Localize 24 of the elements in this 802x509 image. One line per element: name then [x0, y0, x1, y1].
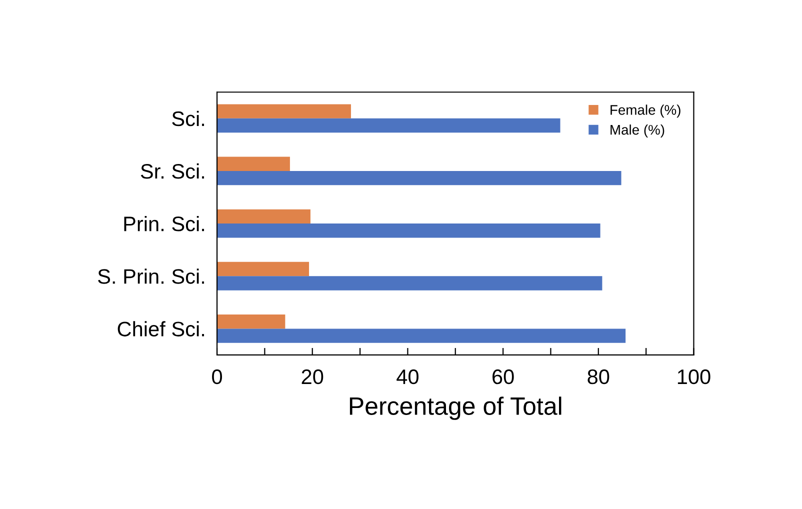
bar	[217, 224, 600, 238]
x-tick-label: 100	[678, 369, 710, 384]
x-tick-label: 40	[396, 369, 418, 384]
x-tick-label: 20	[302, 369, 324, 384]
bar	[217, 170, 622, 186]
bar	[217, 328, 626, 343]
y-tick-label: S. Prin. Sci.	[98, 268, 204, 284]
legend-label: Male (%)	[610, 124, 664, 138]
bar	[217, 314, 286, 329]
bar	[217, 104, 351, 118]
y-tick-label: Chief Sci.	[118, 321, 204, 336]
bar	[217, 118, 560, 133]
bar	[217, 156, 290, 171]
legend-label: Female (%)	[610, 104, 680, 118]
bar	[217, 209, 310, 224]
x-axis-title: Percentage of Total	[350, 396, 562, 420]
x-tick-label: 0	[212, 369, 222, 384]
y-tick-label: Sci.	[172, 110, 204, 126]
bar	[217, 276, 602, 290]
x-tick-label: 80	[588, 369, 610, 384]
x-tick-label: 60	[492, 369, 514, 384]
bar	[217, 262, 310, 276]
y-tick-label: Sr. Sci.	[140, 163, 204, 179]
y-tick-label: Prin. Sci.	[124, 216, 204, 232]
